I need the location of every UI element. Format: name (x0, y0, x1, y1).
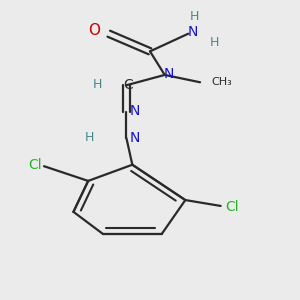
Text: H: H (92, 78, 102, 91)
Text: Cl: Cl (28, 158, 42, 172)
Text: H: H (190, 10, 199, 22)
Text: N: N (130, 130, 140, 145)
Text: C: C (123, 78, 133, 92)
Text: O: O (88, 23, 100, 38)
Text: N: N (188, 25, 198, 39)
Text: H: H (210, 36, 220, 49)
Text: Cl: Cl (226, 200, 239, 214)
Text: H: H (85, 131, 94, 144)
Text: CH₃: CH₃ (212, 77, 232, 87)
Text: N: N (164, 67, 174, 81)
Text: N: N (130, 104, 140, 118)
